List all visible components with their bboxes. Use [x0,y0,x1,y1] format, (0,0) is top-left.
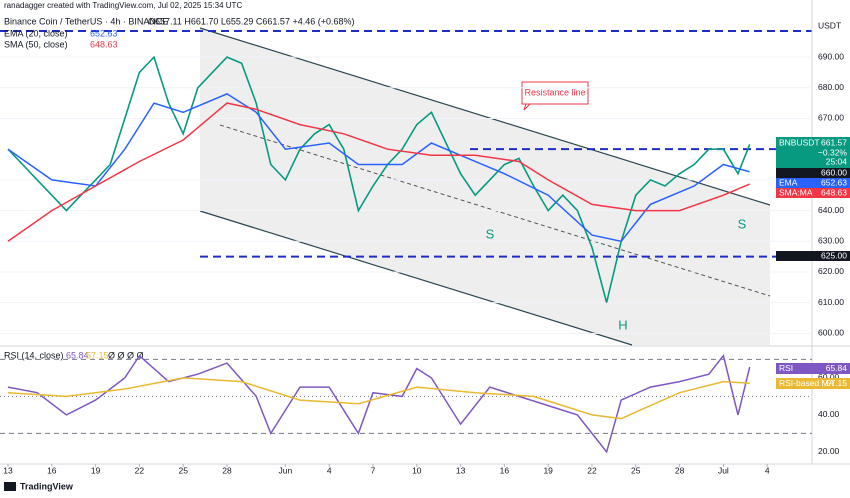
badge-text: SMA:MA [779,187,813,197]
badge-text: 625.00 [821,250,847,260]
annotation: S [738,216,747,231]
x-tick-label: 4 [765,465,770,475]
x-tick-label: 19 [91,465,101,475]
price-badge [776,378,850,389]
badge-text: RSI [779,363,793,373]
y-tick-label: 20.00 [818,446,840,456]
badge-text: 660.00 [821,167,847,177]
x-tick-label: 16 [47,465,57,475]
badge-text: −0.32% [818,147,848,157]
y-tick-label: 60.00 [818,372,840,382]
annotation: Resistance line [524,87,585,97]
price-badge [776,363,850,374]
y-tick-label: 680.00 [818,82,844,92]
x-tick-label: Jul [718,465,729,475]
x-tick-label: Jun [279,465,293,475]
x-tick-label: 7 [371,465,376,475]
badge-text: RSI-based MA [779,378,835,388]
x-tick-label: 10 [412,465,422,475]
badge-text: EMA [779,177,798,187]
x-tick-label: 19 [543,465,553,475]
legend-value: 57.15 [86,350,109,360]
x-tick-label: 4 [327,465,332,475]
x-tick-label: 25 [631,465,641,475]
title: Binance Coin / TetherUS · 4h · BINANCE [4,16,168,26]
brand: TradingView [20,481,74,491]
legend-value: 652.63 [90,28,118,38]
price-badge [776,137,850,168]
channel-lower [199,210,633,346]
y-tick-label: 600.00 [818,328,844,338]
badge-text: BNBUSDT [779,137,820,147]
y-tick-label: 690.00 [818,51,844,61]
legend: SMA (50, close) [4,39,68,49]
y-tick-label: 610.00 [818,297,844,307]
y-tick-label: 670.00 [818,113,844,123]
badge-text: 65.84 [826,363,848,373]
y-tick-label: 40.00 [818,409,840,419]
series-line [7,377,750,420]
badge-text: 661.57 [821,137,847,147]
ohlc: O657.11 H661.70 L655.29 C661.57 +4.46 (+… [148,16,355,26]
logo [4,482,16,491]
series-line [7,93,750,243]
x-tick-label: 22 [135,465,145,475]
x-tick-label: 28 [222,465,232,475]
badge-text: 25:04 [826,156,848,166]
y-tick-label: 620.00 [818,266,844,276]
x-tick-label: 13 [456,465,466,475]
series-line [7,354,751,454]
legend-value: 65.84 [66,350,89,360]
credit: ranadagger created with TradingView.com,… [4,1,242,10]
series-line [7,55,751,303]
currency: USDT [818,20,841,30]
annotation: H [618,317,627,332]
legend-extra: Ø Ø Ø Ø [108,350,144,360]
y-tick-label: 630.00 [818,236,844,246]
channel-fill [200,28,770,345]
callout [521,81,589,111]
x-tick-label: 25 [178,465,188,475]
x-tick-label: 13 [3,465,13,475]
badge-text: 648.63 [821,187,847,197]
price-badge [776,188,850,198]
badge-text: 652.63 [821,177,847,187]
price-badge [776,168,850,178]
rsi-title: RSI (14, close) [4,350,64,360]
y-tick-label: 640.00 [818,205,844,215]
series-line [7,102,750,242]
price-badge [776,251,850,261]
x-tick-label: 28 [675,465,685,475]
x-tick-label: 16 [500,465,510,475]
price-badge [776,178,850,188]
annotation: S [486,226,495,241]
x-tick-label: 22 [587,465,597,475]
badge-text: 57.15 [826,378,848,388]
legend-value: 648.63 [90,39,118,49]
legend: EMA (20, close) [4,28,68,38]
